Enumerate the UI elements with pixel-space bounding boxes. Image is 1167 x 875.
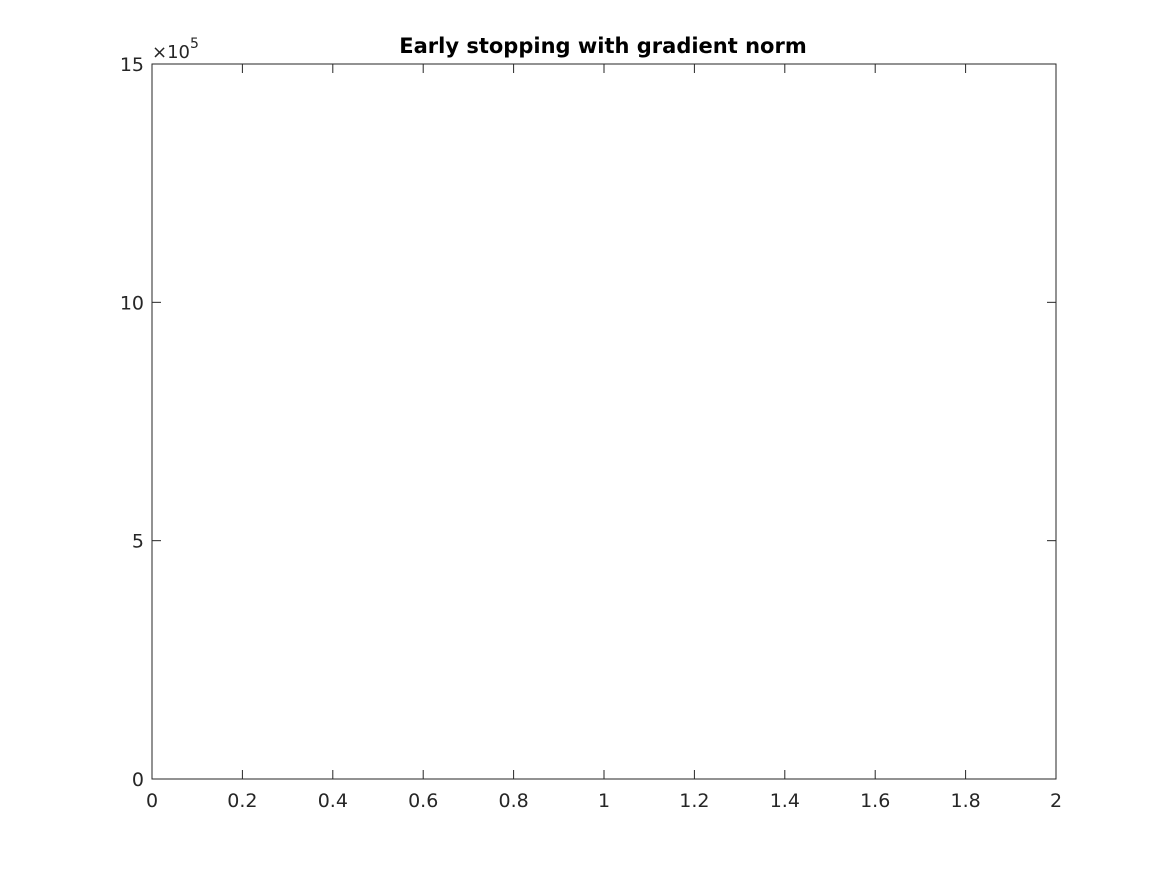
x-tick-label: 0 bbox=[146, 790, 158, 812]
chart-title: Early stopping with gradient norm bbox=[399, 34, 806, 58]
x-tick-label: 0.4 bbox=[318, 790, 348, 812]
y-axis-exponent: ×105 bbox=[152, 36, 199, 63]
x-tick-label: 0.6 bbox=[408, 790, 438, 812]
y-exponent-power: 5 bbox=[190, 36, 199, 52]
x-tick-label: 1 bbox=[598, 790, 610, 812]
x-tick-label: 0.8 bbox=[498, 790, 528, 812]
x-tick-label: 1.6 bbox=[860, 790, 890, 812]
x-tick-label: 1.8 bbox=[950, 790, 980, 812]
x-tick-label: 0.2 bbox=[227, 790, 257, 812]
x-tick-label: 1.4 bbox=[770, 790, 800, 812]
x-tick-label: 1.2 bbox=[679, 790, 709, 812]
svg-text:×105: ×105 bbox=[152, 36, 199, 63]
y-axis: 0 5 10 15 bbox=[120, 54, 1056, 791]
y-tick-label: 15 bbox=[120, 54, 144, 76]
y-tick-label: 5 bbox=[132, 531, 144, 553]
x-axis: 0 0.2 0.4 0.6 0.8 1 1.2 1.4 1.6 1.8 2 bbox=[146, 64, 1062, 812]
y-tick-label: 0 bbox=[132, 769, 144, 791]
x-tick-label: 2 bbox=[1050, 790, 1062, 812]
y-tick-label: 10 bbox=[120, 292, 144, 314]
y-exponent-base: ×10 bbox=[152, 42, 190, 63]
